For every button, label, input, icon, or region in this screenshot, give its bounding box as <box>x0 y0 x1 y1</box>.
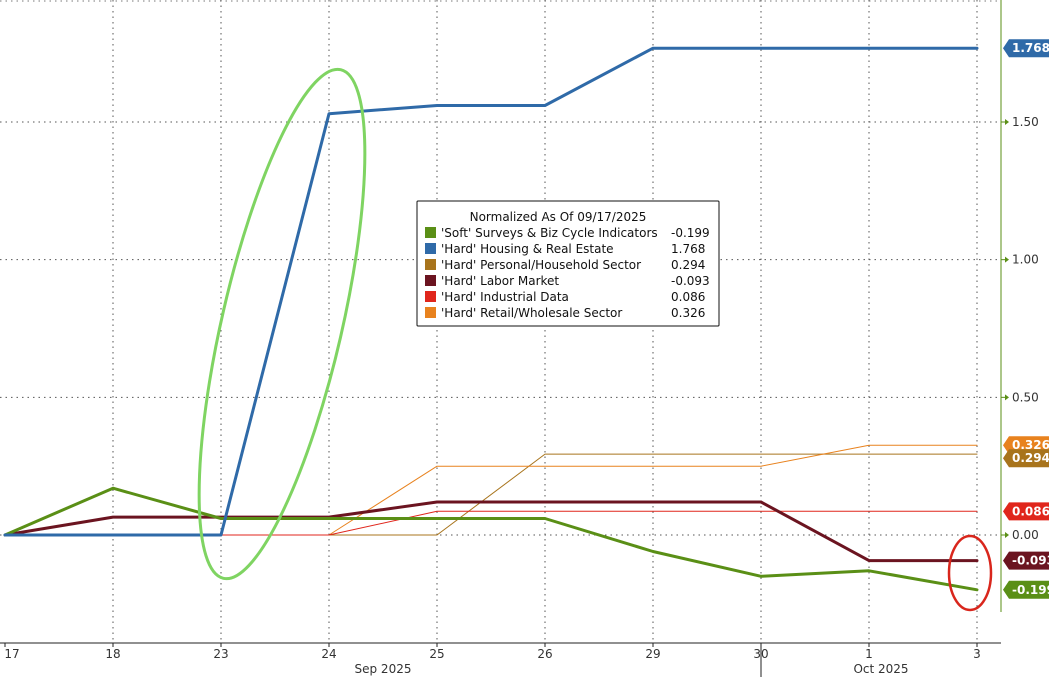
series-line <box>3 486 979 592</box>
badge-value: 0.086 <box>1012 504 1050 518</box>
legend-title: Normalized As Of 09/17/2025 <box>470 210 647 224</box>
x-tick-label: 17 <box>4 647 19 661</box>
badge-shape <box>1003 39 1049 58</box>
badge-value: 1.768 <box>1012 41 1050 55</box>
legend-swatch <box>425 259 436 270</box>
x-month-label: Oct 2025 <box>853 662 908 676</box>
y-tick-marker <box>1005 119 1009 125</box>
legend-series-name: 'Hard' Personal/Household Sector <box>441 258 641 272</box>
badge-value: -0.199 <box>1012 583 1051 597</box>
legend-swatch <box>425 227 436 238</box>
legend-series-value: -0.199 <box>671 226 710 240</box>
series-line <box>4 510 978 536</box>
legend-series-value: 0.294 <box>671 258 705 272</box>
legend-box <box>416 200 720 327</box>
last-value-badge: 1.768 <box>1003 39 1050 58</box>
last-value-badge: 0.294 <box>1003 449 1050 468</box>
x-month-label: Sep 2025 <box>355 662 412 676</box>
legend-series-name: 'Hard' Housing & Real Estate <box>441 242 614 256</box>
x-tick-label: 25 <box>429 647 444 661</box>
y-tick-marker <box>1005 532 1009 538</box>
x-tick-label: 24 <box>321 647 336 661</box>
y-tick-marker <box>1005 394 1009 401</box>
last-value-badge: -0.093 <box>1003 551 1051 570</box>
legend-series-name: 'Soft' Surveys & Biz Cycle Indicators <box>441 226 658 240</box>
x-tick-label: 23 <box>213 647 228 661</box>
badge-shape <box>1003 502 1049 521</box>
badge-shape <box>1003 551 1049 570</box>
y-tick-label: 0.50 <box>1012 390 1039 404</box>
last-value-badge: -0.199 <box>1003 580 1051 599</box>
legend-series-value: -0.093 <box>671 274 710 288</box>
legend: Normalized As Of 09/17/2025 'Soft' Survey… <box>416 200 720 327</box>
legend-swatch <box>425 275 436 286</box>
legend-swatch <box>425 291 436 302</box>
series-line <box>3 46 979 537</box>
badge-value: 0.326 <box>1012 438 1050 452</box>
x-tick-label: 18 <box>105 647 120 661</box>
y-tick-label: 1.50 <box>1012 115 1039 129</box>
x-tick-label: 1 <box>865 647 873 661</box>
legend-swatch <box>425 243 436 254</box>
legend-series-name: 'Hard' Labor Market <box>441 274 559 288</box>
series-line <box>4 444 978 536</box>
badge-value: 0.294 <box>1012 451 1050 465</box>
legend-swatch <box>425 307 436 318</box>
series-lines <box>3 46 979 592</box>
legend-series-name: 'Hard' Industrial Data <box>441 290 569 304</box>
highlight-ellipse-green <box>197 67 367 581</box>
legend-series-value: 0.086 <box>671 290 705 304</box>
series-line <box>3 500 979 563</box>
badge-shape <box>1003 449 1049 468</box>
x-tick-label: 3 <box>973 647 981 661</box>
highlight-ellipse-red <box>947 534 993 612</box>
y-tick-label: 0.00 <box>1012 528 1039 542</box>
legend-series-value: 0.326 <box>671 306 705 320</box>
legend-series-value: 1.768 <box>671 242 705 256</box>
badge-shape <box>1003 580 1049 599</box>
x-tick-label: 26 <box>537 647 552 661</box>
y-tick-marker <box>1005 256 1009 263</box>
y-tick-label: 1.00 <box>1012 253 1039 267</box>
last-value-badge: 0.086 <box>1003 502 1050 521</box>
x-tick-label: 29 <box>645 647 660 661</box>
badge-value: -0.093 <box>1012 554 1051 568</box>
annotations <box>197 67 993 612</box>
legend-series-name: 'Hard' Retail/Wholesale Sector <box>441 306 622 320</box>
